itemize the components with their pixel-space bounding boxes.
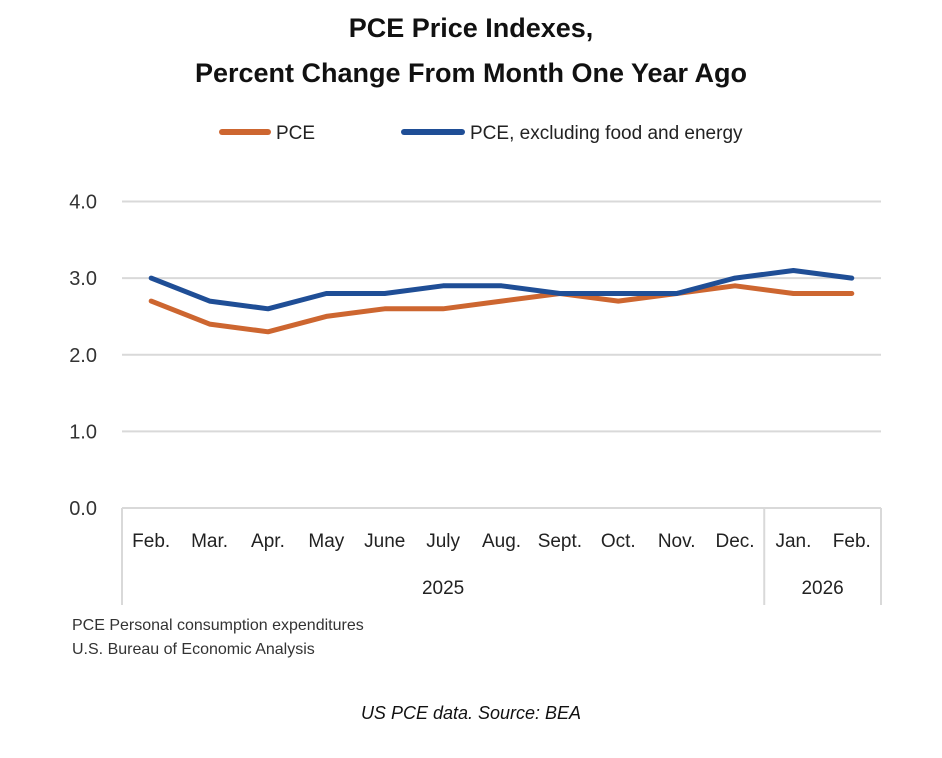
series-line-core-pce (148, 268, 855, 312)
y-tick-label: 0.0 (69, 498, 97, 520)
x-tick-label: Nov. (658, 531, 696, 552)
x-tick-label: Aug. (482, 531, 521, 552)
year-group-label: 2026 (801, 578, 843, 599)
x-tick-label: June (364, 531, 405, 552)
x-tick-label: Mar. (191, 531, 228, 552)
gridlines (122, 200, 881, 433)
x-tick-label: May (308, 531, 344, 552)
y-tick-label: 4.0 (69, 192, 97, 214)
x-axis: Feb. Mar. Apr. May June July Aug. Sept. Oct. Nov.… (121, 507, 882, 605)
y-axis-tick-labels: 0.0 1.0 2.0 3.0 4.0 (69, 192, 97, 521)
y-tick-label: 2.0 (69, 345, 97, 367)
y-tick-label: 3.0 (69, 268, 97, 290)
chart-title-line-1: PCE Price Indexes, (349, 13, 594, 43)
x-tick-label: Feb. (833, 531, 871, 552)
x-tick-label: Apr. (251, 531, 285, 552)
image-caption: US PCE data. Source: BEA (360, 703, 582, 723)
footnote-source-agency: U.S. Bureau of Economic Analysis (72, 641, 315, 658)
x-tick-label: Oct. (601, 531, 636, 552)
y-tick-label: 1.0 (69, 421, 97, 443)
x-tick-label: Dec. (715, 531, 754, 552)
legend-label-pce: PCE (276, 123, 315, 144)
chart-title-line-2: Percent Change From Month One Year Ago (195, 58, 747, 88)
x-tick-label: Feb. (132, 531, 170, 552)
x-tick-label: Sept. (538, 531, 582, 552)
legend: PCE PCE, excluding food and energy (219, 123, 743, 144)
legend-label-core-pce: PCE, excluding food and energy (470, 123, 743, 144)
chart-title: PCE Price Indexes, Percent Change From M… (195, 13, 747, 88)
pce-line-chart: PCE Price Indexes, Percent Change From M… (69, 13, 882, 605)
series-lines (148, 268, 855, 335)
x-tick-label: July (426, 531, 460, 552)
footnote-pce-definition: PCE Personal consumption expenditures (72, 617, 364, 634)
x-tick-label: Jan. (775, 531, 811, 552)
series-line-pce (148, 283, 855, 335)
year-group-label: 2025 (422, 578, 464, 599)
